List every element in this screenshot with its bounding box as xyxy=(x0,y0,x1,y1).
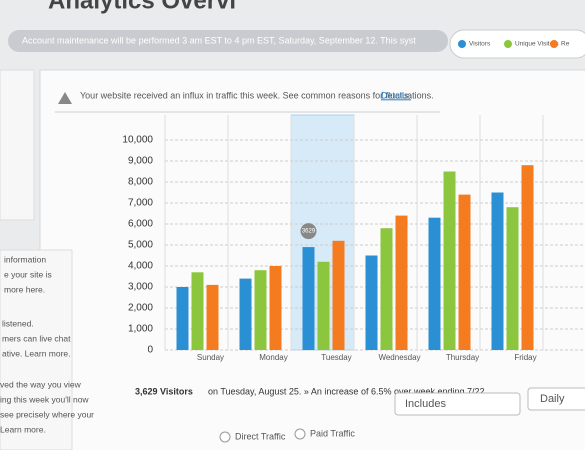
sidebar-text: ved the way you view xyxy=(0,379,82,389)
interval-select[interactable] xyxy=(527,387,585,411)
y-tick-label: 8,000 xyxy=(128,177,153,188)
sidebar-text: e your site is xyxy=(4,269,52,279)
bar xyxy=(491,192,504,350)
interval-value[interactable]: Daily xyxy=(540,393,565,405)
legend-label: Re xyxy=(561,41,570,48)
bar xyxy=(176,287,189,350)
y-tick-label: 4,000 xyxy=(128,261,153,272)
bar xyxy=(521,165,534,350)
bar xyxy=(239,278,252,350)
sidebar-text: ing this week you'll now xyxy=(0,394,89,404)
sidebar-text: Learn more. xyxy=(0,424,46,434)
y-tick-label: 1,000 xyxy=(128,324,153,335)
y-tick-label: 5,000 xyxy=(128,240,153,251)
sidebar-panel xyxy=(0,69,35,221)
x-tick-label: Thursday xyxy=(446,353,479,362)
alert-text: Your website received an influx in traff… xyxy=(80,90,434,100)
y-tick-label: 10,000 xyxy=(122,135,153,146)
legend-swatch xyxy=(550,40,558,48)
legend-swatch xyxy=(504,40,512,48)
bar xyxy=(458,194,471,350)
radio[interactable] xyxy=(219,431,231,443)
y-tick-label: 9,000 xyxy=(128,156,153,167)
x-tick-label: Wednesday xyxy=(378,353,420,362)
x-tick-label: Monday xyxy=(259,353,287,362)
bar xyxy=(269,266,282,350)
x-tick-label: Friday xyxy=(514,353,536,362)
y-tick-label: 0 xyxy=(147,345,153,356)
bar xyxy=(365,255,378,350)
filter-select[interactable] xyxy=(394,392,521,416)
legend-swatch xyxy=(458,40,466,48)
summary-text: on Tuesday, August 25. » An increase of … xyxy=(208,386,487,396)
legend-box xyxy=(449,29,585,59)
sidebar-text: mers can live chat xyxy=(2,333,71,343)
y-tick-label: 3,000 xyxy=(128,282,153,293)
bar xyxy=(506,207,519,350)
bar xyxy=(380,228,393,350)
alert-link[interactable]: Details. xyxy=(381,90,411,100)
bar xyxy=(317,261,330,350)
annotation-bubble xyxy=(300,223,317,240)
sidebar-text: more here. xyxy=(4,284,45,294)
bar xyxy=(191,272,204,350)
sidebar-text: ative. Learn more. xyxy=(2,348,71,358)
bar xyxy=(395,215,408,350)
page-title: Analytics Overvi xyxy=(48,0,236,14)
y-tick-label: 2,000 xyxy=(128,303,153,314)
summary-bold: 3,629 Visitors xyxy=(135,386,193,396)
bar xyxy=(254,270,267,350)
bar xyxy=(428,217,441,350)
banner-text: Account maintenance will be performed 3 … xyxy=(22,35,416,45)
legend-label: Visitors xyxy=(469,41,491,48)
radio[interactable] xyxy=(294,428,306,440)
warning-icon xyxy=(58,92,72,104)
filter-value[interactable]: Includes xyxy=(405,398,446,410)
radio-label[interactable]: Direct Traffic xyxy=(235,431,286,441)
x-tick-label: Tuesday xyxy=(321,353,351,362)
y-tick-label: 6,000 xyxy=(128,219,153,230)
sidebar-text: see precisely where your xyxy=(0,409,94,419)
legend-label: Unique Visitors xyxy=(515,41,559,48)
sidebar-text: listened. xyxy=(2,318,34,328)
bar xyxy=(206,284,219,350)
y-tick-label: 7,000 xyxy=(128,198,153,209)
bar xyxy=(302,247,315,350)
sidebar-panel xyxy=(0,249,73,450)
x-tick-label: Sunday xyxy=(197,353,224,362)
bar xyxy=(443,171,456,350)
banner xyxy=(8,30,448,52)
sidebar-text: information xyxy=(4,254,46,264)
radio-label[interactable]: Paid Traffic xyxy=(310,428,355,438)
annotation-text: 3629 xyxy=(302,229,316,235)
bar xyxy=(332,240,345,350)
